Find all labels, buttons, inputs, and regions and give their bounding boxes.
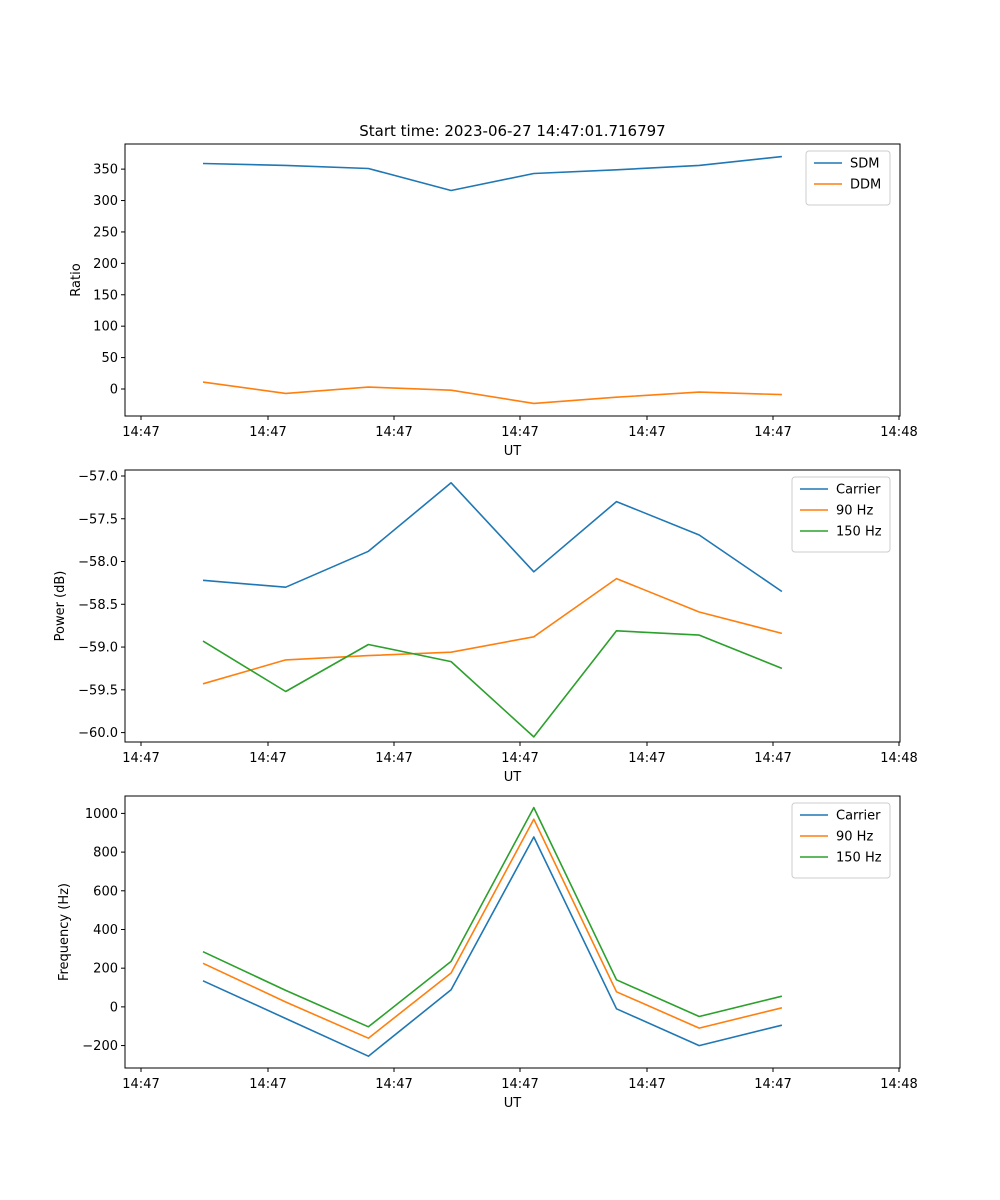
x-tick-label: 14:47 xyxy=(501,425,538,440)
x-tick-label: 14:47 xyxy=(375,1077,412,1092)
x-axis-label: UT xyxy=(504,444,522,459)
x-tick-label: 14:48 xyxy=(880,751,917,766)
x-axis-label: UT xyxy=(504,1096,522,1111)
y-axis-label: Power (dB) xyxy=(53,571,68,642)
y-tick-label: −58.0 xyxy=(78,555,118,570)
y-tick-label: 250 xyxy=(93,225,118,240)
series-line-150-hz xyxy=(202,806,783,1028)
legend-entry: 90 Hz xyxy=(836,830,873,845)
y-tick-label: −57.5 xyxy=(78,512,118,527)
legend-entry: 150 Hz xyxy=(836,851,882,866)
y-tick-label: 600 xyxy=(93,884,118,899)
y-tick-label: 100 xyxy=(93,320,118,335)
series-line-150-hz xyxy=(202,629,783,738)
x-axis-label: UT xyxy=(504,770,522,785)
y-tick-label: −58.5 xyxy=(78,598,118,613)
x-tick-label: 14:47 xyxy=(754,1077,791,1092)
x-tick-label: 14:48 xyxy=(880,425,917,440)
y-tick-label: 150 xyxy=(93,288,118,303)
y-tick-label: 1000 xyxy=(85,807,118,822)
legend-entry: Carrier xyxy=(836,809,881,824)
x-tick-label: 14:47 xyxy=(375,425,412,440)
x-tick-label: 14:47 xyxy=(754,751,791,766)
y-tick-label: 0 xyxy=(110,1000,118,1015)
x-tick-label: 14:47 xyxy=(501,1077,538,1092)
x-tick-label: 14:48 xyxy=(880,1077,917,1092)
x-tick-label: 14:47 xyxy=(375,751,412,766)
x-tick-label: 14:47 xyxy=(754,425,791,440)
chart-panel-1: 14:47 14:47 14:47 14:47 14:47 14:47 14:48 0 50 10… xyxy=(69,143,918,459)
y-tick-label: −57.0 xyxy=(78,469,118,484)
x-tick-label: 14:47 xyxy=(628,751,665,766)
legend-entry: 150 Hz xyxy=(836,525,882,540)
legend-entry: DDM xyxy=(850,178,881,193)
x-tick-label: 14:47 xyxy=(122,425,159,440)
chart-panel-2: 14:47 14:47 14:47 14:47 14:47 14:47 14:48 −60.0… xyxy=(53,469,918,785)
y-tick-label: 200 xyxy=(93,257,118,272)
legend-box xyxy=(805,150,891,206)
x-tick-label: 14:47 xyxy=(122,1077,159,1092)
x-tick-label: 14:47 xyxy=(249,1077,286,1092)
series-line-ddm xyxy=(202,381,782,405)
series-line-sdm xyxy=(202,155,782,192)
x-tick-label: 14:47 xyxy=(249,751,286,766)
x-tick-label: 14:47 xyxy=(628,425,665,440)
y-tick-label: 300 xyxy=(93,194,118,209)
series-line-90-hz xyxy=(202,577,783,685)
plot-frame xyxy=(124,469,901,743)
series-line-carrier xyxy=(202,836,783,1057)
legend-box xyxy=(791,476,891,553)
chart-panel-3: 14:47 14:47 14:47 14:47 14:47 14:47 14:48 −200 0… xyxy=(57,795,918,1111)
figure-title: Start time: 2023-06-27 14:47:01.716797 xyxy=(359,122,665,140)
legend-box xyxy=(791,802,891,879)
y-axis-label: Frequency (Hz) xyxy=(57,883,72,981)
y-tick-label: 200 xyxy=(93,962,118,977)
x-tick-label: 14:47 xyxy=(249,425,286,440)
legend-entry: 90 Hz xyxy=(836,504,873,519)
legend-entry: Carrier xyxy=(836,483,881,498)
y-tick-label: −200 xyxy=(82,1039,118,1054)
x-tick-label: 14:47 xyxy=(628,1077,665,1092)
plot-frame xyxy=(124,143,901,417)
y-tick-label: −59.0 xyxy=(78,641,118,656)
y-tick-label: −60.0 xyxy=(78,726,118,741)
x-tick-label: 14:47 xyxy=(122,751,159,766)
series-line-90-hz xyxy=(202,818,783,1039)
plot-frame xyxy=(124,795,901,1069)
y-tick-label: 350 xyxy=(93,163,118,178)
y-tick-label: 800 xyxy=(93,846,118,861)
series-line-carrier xyxy=(202,481,783,593)
y-tick-label: 50 xyxy=(101,351,118,366)
y-tick-label: 400 xyxy=(93,923,118,938)
y-axis-label: Ratio xyxy=(69,263,84,296)
legend-entry: SDM xyxy=(850,157,879,172)
x-tick-label: 14:47 xyxy=(501,751,538,766)
y-tick-label: −59.5 xyxy=(78,683,118,698)
y-tick-label: 0 xyxy=(110,382,118,397)
